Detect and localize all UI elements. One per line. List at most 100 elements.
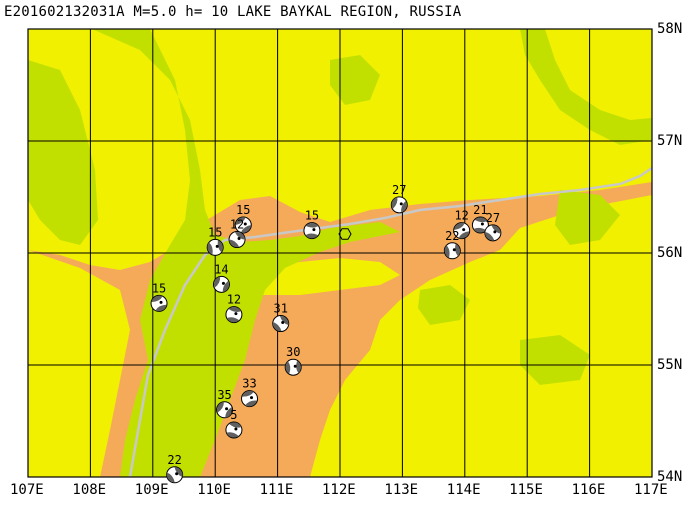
longitude-label: 116E bbox=[571, 482, 606, 498]
event-depth-label: 12 bbox=[454, 209, 468, 223]
event-depth-label: 27 bbox=[486, 211, 500, 225]
event-depth-label: 15 bbox=[152, 281, 166, 295]
focal-mechanism: 31 bbox=[272, 302, 290, 333]
beachball-quadrant bbox=[484, 225, 501, 241]
beachball-quadrant bbox=[242, 390, 257, 407]
event-depth-label: 35 bbox=[217, 388, 231, 402]
focal-mechanism: 12 bbox=[453, 209, 471, 240]
event-depth-label: 12 bbox=[227, 293, 241, 307]
longitude-label: 110E bbox=[197, 482, 231, 498]
beachball-axis bbox=[237, 237, 241, 241]
beachball-quadrant bbox=[235, 217, 251, 233]
beachball-axis bbox=[281, 321, 285, 325]
focal-mechanism: 5 bbox=[225, 408, 243, 439]
beachball-axis bbox=[225, 407, 229, 411]
focal-mechanism: 33 bbox=[241, 377, 259, 408]
focal-mechanism: 22 bbox=[166, 453, 184, 484]
longitude-label: 109E bbox=[134, 482, 169, 498]
beachball-axis bbox=[452, 248, 456, 252]
focal-mechanism: 15 bbox=[234, 203, 252, 234]
beachball-axis bbox=[480, 222, 484, 226]
focal-mechanism: 12 bbox=[228, 218, 246, 249]
focal-mechanism: 27 bbox=[484, 211, 502, 242]
beachball-quadrant bbox=[285, 360, 301, 374]
longitude-label: 117E bbox=[634, 482, 668, 498]
latitude-label: 55N bbox=[657, 357, 683, 373]
beachball-axis bbox=[462, 228, 466, 232]
focal-mechanism: 30 bbox=[284, 345, 302, 376]
beachball-axis bbox=[312, 228, 316, 232]
beachball-axis bbox=[243, 222, 247, 226]
focal-mechanism: 15 bbox=[303, 209, 321, 240]
beachball-quadrant bbox=[391, 197, 407, 213]
beachball-quadrant bbox=[229, 231, 246, 248]
focal-mechanism: 14 bbox=[212, 262, 230, 293]
terrain-low-river-ne bbox=[520, 29, 652, 145]
beachball-axis bbox=[399, 202, 403, 206]
terrain-low-patch-2 bbox=[418, 285, 470, 325]
event-depth-label: 14 bbox=[214, 262, 228, 276]
terrain-mid-east bbox=[310, 195, 652, 477]
focal-mechanism: 21 bbox=[471, 203, 489, 234]
event-depth-label: 22 bbox=[445, 229, 459, 243]
event-depth-label: 15 bbox=[236, 203, 250, 217]
longitude-label: 107E bbox=[10, 482, 44, 498]
terrain-mid-west bbox=[28, 250, 130, 477]
beachball-quadrant bbox=[226, 306, 242, 323]
focal-mechanism: 22 bbox=[443, 229, 461, 260]
beachball-axis bbox=[234, 427, 238, 431]
event-depth-label: 15 bbox=[305, 209, 319, 223]
beachball-quadrant bbox=[444, 243, 460, 258]
terrain-low-north-ridge bbox=[28, 60, 98, 245]
beachball-quadrant bbox=[226, 422, 242, 438]
beachball-quadrant bbox=[272, 316, 289, 332]
longitude-label: 115E bbox=[509, 482, 543, 498]
terrain-low-patch-3 bbox=[520, 335, 590, 385]
longitude-label: 111E bbox=[259, 482, 294, 498]
beachball-quadrant bbox=[473, 217, 488, 233]
map-frame bbox=[27, 28, 653, 478]
latitude-label: 57N bbox=[657, 133, 683, 149]
beachball-axis bbox=[221, 281, 225, 285]
beachball-axis bbox=[215, 244, 219, 248]
beachball-axis bbox=[234, 312, 238, 316]
longitude-label: 112E bbox=[322, 482, 356, 498]
event-depth-label: 27 bbox=[392, 183, 406, 197]
longitude-label: 113E bbox=[384, 482, 419, 498]
epicenter-marker bbox=[338, 228, 352, 240]
event-depth-label: 31 bbox=[273, 302, 287, 316]
map-title: E201602132031A M=5.0 h= 10 LAKE BAYKAL R… bbox=[4, 4, 462, 20]
event-depth-label: 5 bbox=[230, 408, 237, 422]
focal-mechanism: 35 bbox=[216, 388, 234, 419]
focal-mechanism: 15 bbox=[150, 281, 168, 312]
latitude-label: 58N bbox=[657, 21, 683, 37]
border-line bbox=[128, 166, 652, 477]
longitude-label: 114E bbox=[446, 482, 481, 498]
beachball-quadrant bbox=[207, 240, 223, 255]
focal-mechanism: 15 bbox=[206, 225, 224, 256]
terrain-low-patch bbox=[330, 55, 380, 105]
event-depth-label: 33 bbox=[242, 377, 256, 391]
beachball-axis bbox=[293, 364, 297, 368]
graticule bbox=[28, 29, 652, 477]
event-depth-label: 30 bbox=[286, 345, 300, 359]
longitude-label: 108E bbox=[72, 482, 107, 498]
event-depth-label: 12 bbox=[230, 218, 244, 232]
event-depth-label: 22 bbox=[167, 453, 181, 467]
beachball-quadrant bbox=[454, 222, 470, 239]
beachball-axis bbox=[175, 472, 179, 476]
beachball-quadrant bbox=[151, 295, 167, 312]
hexagon-epicenter-icon bbox=[338, 228, 352, 240]
terrain-low-east bbox=[555, 190, 620, 245]
beachball-axis bbox=[493, 230, 497, 234]
beachball-axis bbox=[250, 396, 254, 400]
event-depth-label: 21 bbox=[473, 203, 487, 217]
beachball-quadrant bbox=[217, 401, 233, 418]
beachball-quadrant bbox=[166, 467, 183, 483]
beachball-quadrant bbox=[213, 276, 230, 293]
beachball-axis bbox=[159, 300, 163, 304]
focal-mechanism: 12 bbox=[225, 293, 243, 324]
event-depth-label: 15 bbox=[208, 225, 222, 239]
